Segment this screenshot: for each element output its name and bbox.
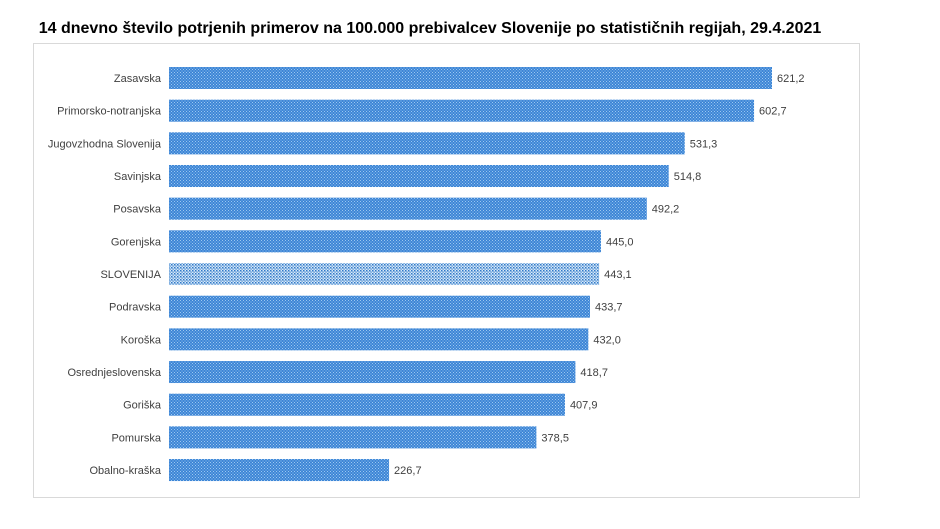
bar <box>169 230 601 253</box>
category-label: Gorenjska <box>111 236 162 248</box>
category-label: Posavska <box>113 204 162 216</box>
bar <box>169 393 565 416</box>
category-label: SLOVENIJA <box>100 269 161 281</box>
data-label: 407,9 <box>570 400 598 412</box>
category-label: Goriška <box>123 400 162 412</box>
bar <box>169 99 755 122</box>
data-label: 418,7 <box>580 367 608 379</box>
data-label: 443,1 <box>604 269 632 281</box>
data-label: 514,8 <box>674 171 702 183</box>
data-label: 226,7 <box>394 465 422 477</box>
bar <box>169 295 590 318</box>
category-label: Pomurska <box>111 432 161 444</box>
data-label: 492,2 <box>652 204 680 216</box>
bar-highlight <box>169 263 600 286</box>
data-label: 433,7 <box>595 302 623 314</box>
category-label: Jugovzhodna Slovenija <box>48 138 162 150</box>
category-label: Koroška <box>121 334 162 346</box>
bar <box>169 132 685 155</box>
category-label: Podravska <box>109 302 162 314</box>
category-label: Zasavska <box>114 73 162 85</box>
bar <box>169 197 647 220</box>
bar <box>169 165 669 188</box>
data-label: 531,3 <box>690 138 718 150</box>
bar <box>169 459 390 482</box>
category-label: Osrednjeslovenska <box>67 367 161 379</box>
category-label: Primorsko-notranjska <box>57 106 162 118</box>
category-label: Obalno-kraška <box>89 465 161 477</box>
bar <box>169 361 576 384</box>
data-label: 602,7 <box>759 106 787 118</box>
data-label: 621,2 <box>777 73 805 85</box>
data-label: 445,0 <box>606 236 634 248</box>
category-label: Savinjska <box>114 171 162 183</box>
bar <box>169 328 589 351</box>
data-label: 432,0 <box>593 334 621 346</box>
chart-title: 14 dnevno število potrjenih primerov na … <box>38 20 822 37</box>
bar <box>169 426 537 449</box>
data-label: 378,5 <box>541 432 569 444</box>
bar <box>169 67 772 89</box>
